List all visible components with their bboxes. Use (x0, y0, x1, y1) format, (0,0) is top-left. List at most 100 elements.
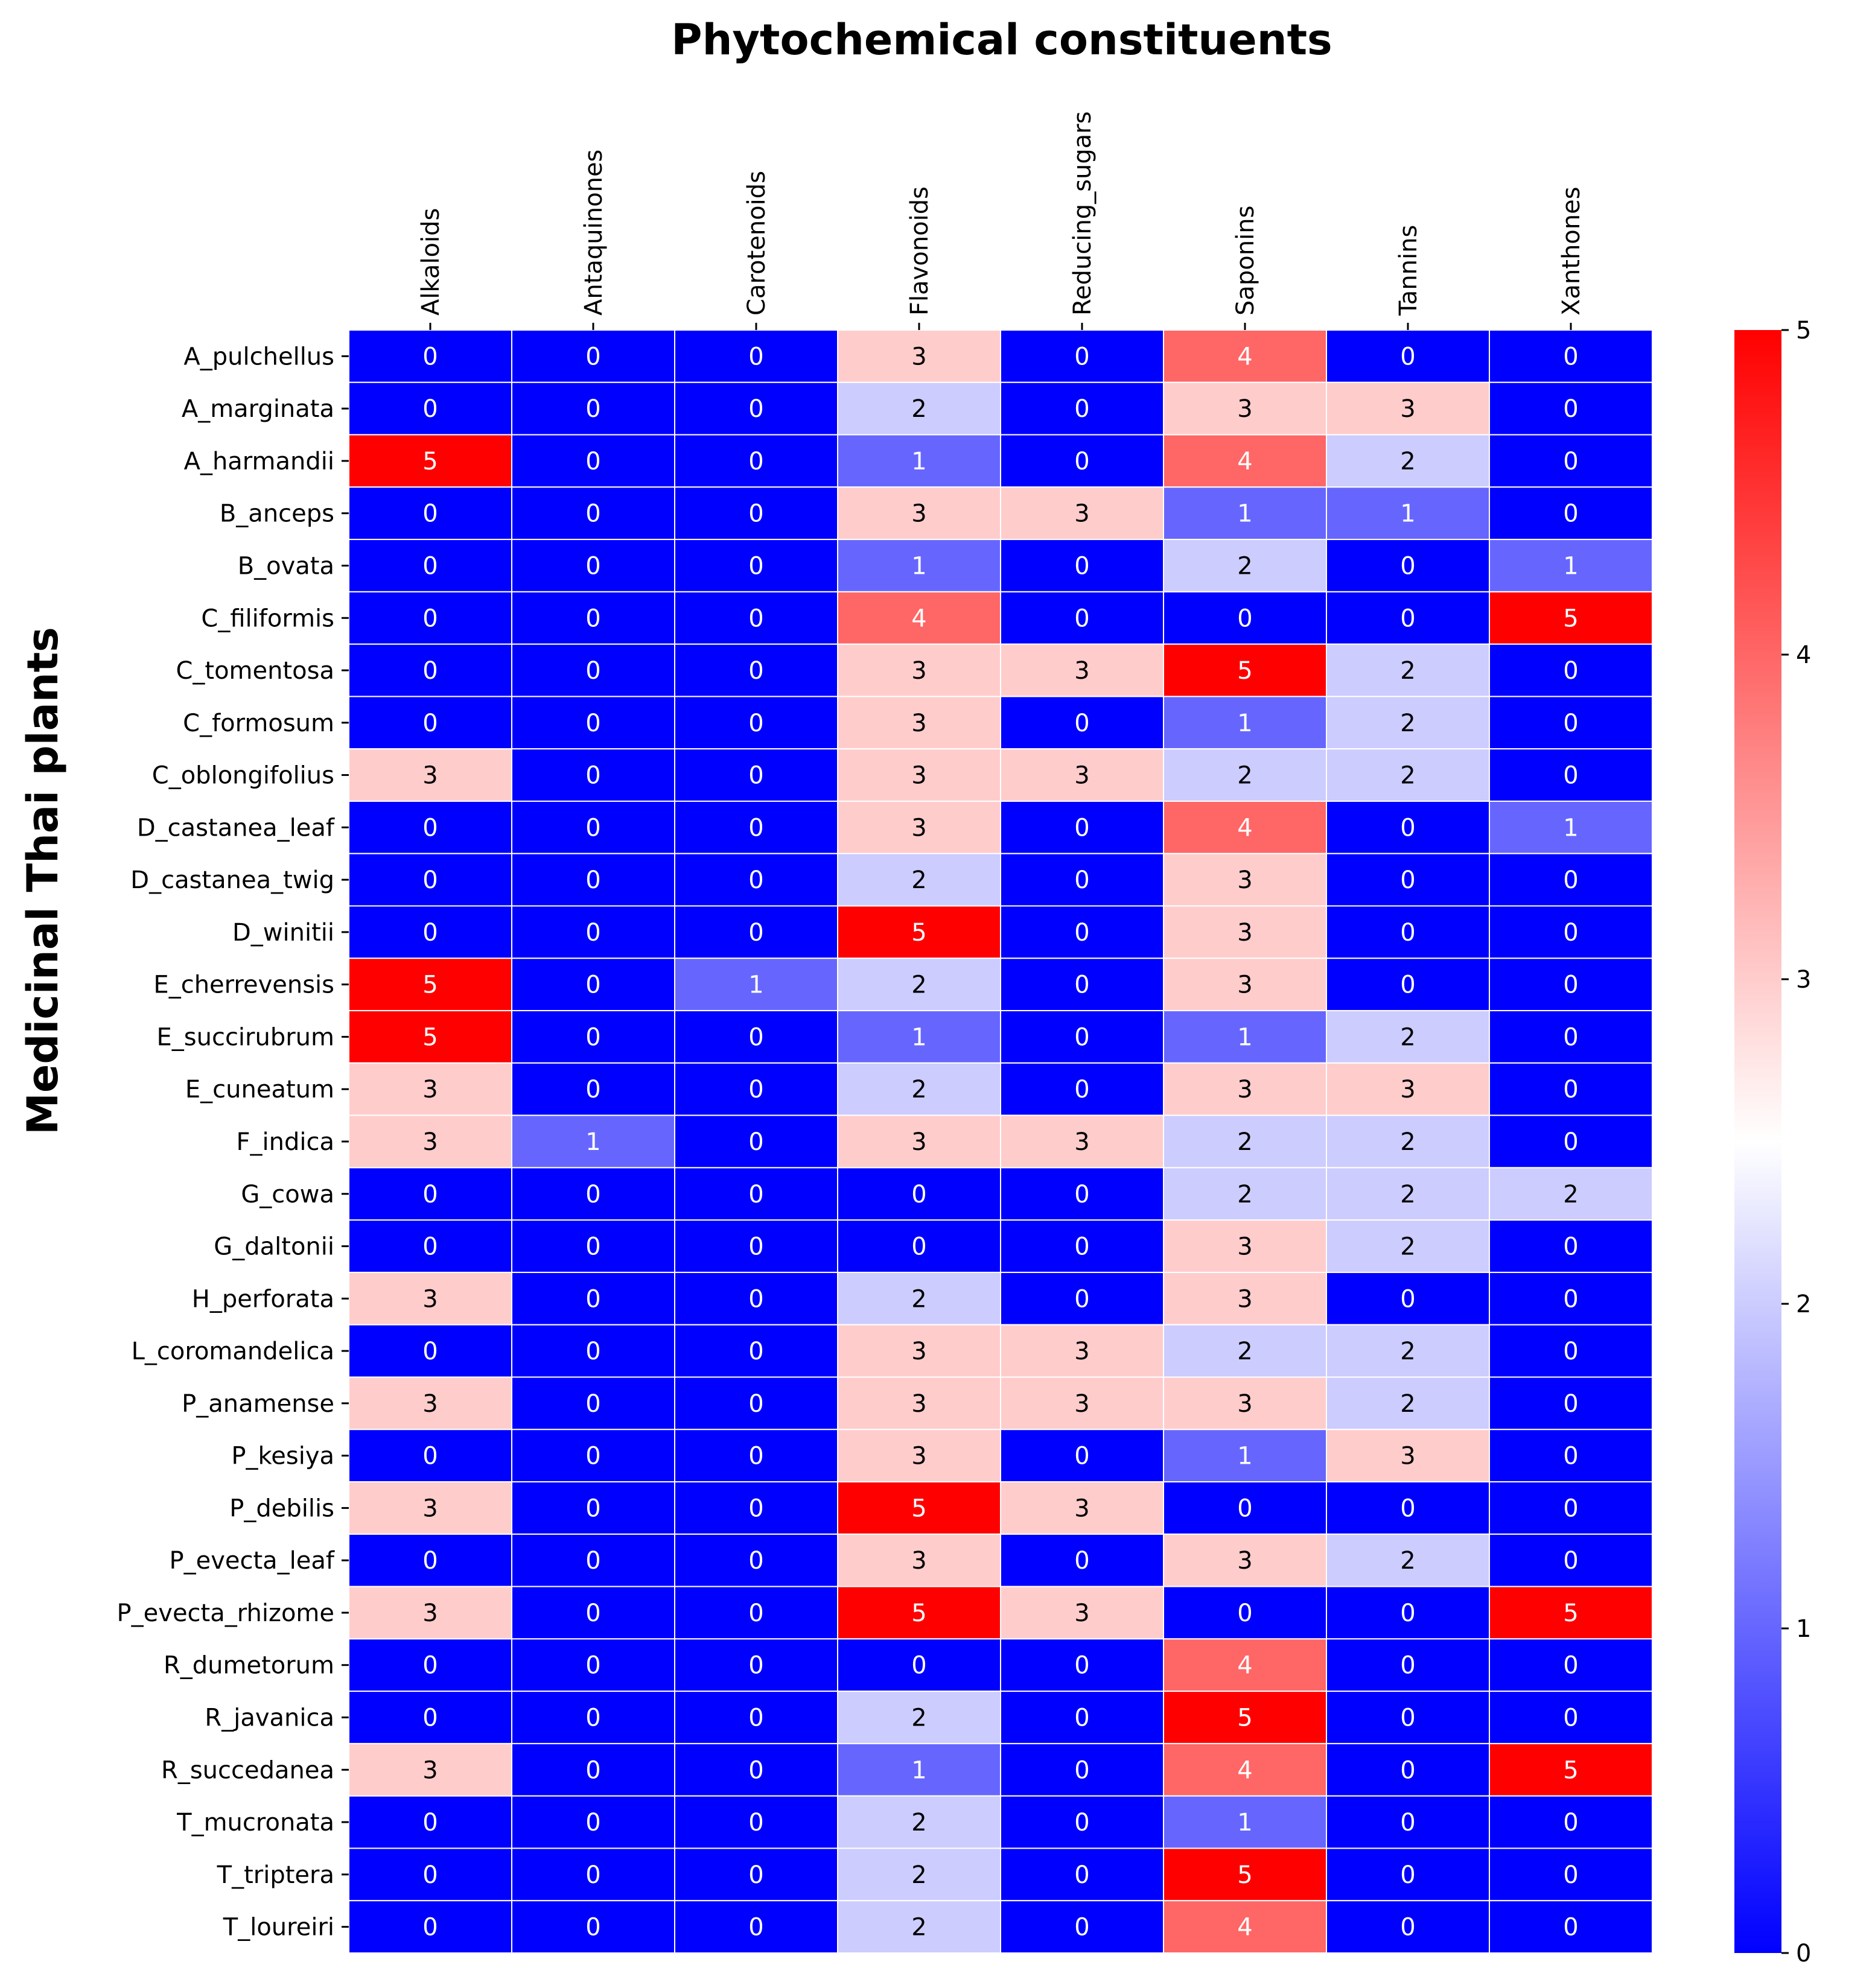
cell-value-label: 0 (422, 1338, 438, 1365)
row-tick-label: R_javanica (205, 1704, 334, 1732)
row-tick-label: F_indica (237, 1128, 334, 1156)
cell-value-label: 0 (1563, 1861, 1578, 1889)
heatmap-cell (511, 1376, 675, 1431)
cell-value-label: 3 (1074, 762, 1089, 790)
heatmap-cell (1326, 539, 1490, 592)
row-tick-label: D_castanea_twig (130, 866, 334, 894)
heatmap-cell (1163, 434, 1327, 488)
heatmap-cell (674, 1219, 838, 1273)
cell-value-label: 3 (911, 762, 926, 790)
cell-value-label: 0 (1563, 1128, 1578, 1156)
cell-value-label: 0 (1237, 1494, 1252, 1522)
heatmap-cell (348, 1586, 512, 1640)
cell-value-label: 1 (1237, 1809, 1252, 1837)
cell-value-label: 0 (422, 1233, 438, 1261)
cell-value-label: 3 (1074, 1128, 1089, 1156)
cell-value-label: 4 (1237, 1756, 1252, 1784)
heatmap-cell (1489, 1167, 1653, 1221)
heatmap-cell (511, 1324, 675, 1378)
heatmap-cell (1163, 1900, 1327, 1954)
heatmap-cell (837, 1376, 1001, 1431)
heatmap-cell (511, 1167, 675, 1221)
cell-value-label: 3 (1400, 1443, 1415, 1470)
column-tick-label: Saponins (1232, 206, 1259, 316)
heatmap-cell (1000, 1742, 1164, 1797)
cell-value-label: 0 (748, 1181, 763, 1208)
cell-value-label: 2 (1400, 657, 1415, 685)
cell-value-label: 2 (1237, 1338, 1252, 1365)
heatmap-cell (1489, 643, 1653, 697)
cell-value-label: 0 (1563, 1076, 1578, 1104)
cell-value-label: 3 (911, 1443, 926, 1470)
heatmap-cell (1489, 1900, 1653, 1954)
heatmap-cell (1489, 1114, 1653, 1169)
cell-value-label: 0 (748, 552, 763, 580)
cell-value-label: 1 (1237, 500, 1252, 528)
heatmap-cell (1163, 1638, 1327, 1692)
cell-value-label: 0 (585, 1704, 600, 1732)
cell-value-label: 0 (748, 605, 763, 632)
heatmap-cell (511, 853, 675, 907)
heatmap-cell (1000, 748, 1164, 802)
heatmap-cell (511, 434, 675, 488)
heatmap-cell (511, 1114, 675, 1169)
heatmap-cell (348, 1481, 512, 1535)
cell-value-label: 0 (1563, 1390, 1578, 1418)
heatmap-cell (1163, 1376, 1327, 1431)
heatmap-cell (1163, 1167, 1327, 1221)
row-tick-label: A_harmandii (184, 448, 334, 475)
cell-value-label: 2 (911, 866, 926, 894)
heatmap-cell (1163, 1691, 1327, 1744)
cell-value-label: 0 (748, 1547, 763, 1575)
heatmap-cell (1000, 800, 1164, 854)
row-tick-label: P_kesiya (231, 1443, 334, 1470)
cell-value-label: 2 (911, 1076, 926, 1104)
cell-value-label: 0 (1074, 919, 1089, 947)
cell-value-label: 3 (911, 343, 926, 370)
cell-value-label: 3 (1074, 1494, 1089, 1522)
heatmap-cell (674, 1271, 838, 1326)
heatmap-cell (1326, 591, 1490, 645)
cell-value-label: 3 (422, 1076, 438, 1104)
heatmap-cell (1163, 329, 1327, 383)
cell-value-label: 0 (422, 814, 438, 842)
heatmap-cell (674, 434, 838, 488)
row-tick-label: T_triptera (217, 1861, 334, 1889)
heatmap-cell (348, 1114, 512, 1169)
colorbar-tick-label: 3 (1796, 966, 1811, 994)
heatmap-cell (837, 957, 1001, 1012)
heatmap-cell (1000, 539, 1164, 592)
heatmap-cell (1000, 853, 1164, 907)
cell-value-label: 0 (1400, 866, 1415, 894)
heatmap-cell (674, 1691, 838, 1744)
heatmap-cell (1000, 486, 1164, 541)
heatmap-cell (674, 1742, 838, 1797)
heatmap-cell (837, 381, 1001, 436)
cell-value-label: 0 (1563, 1338, 1578, 1365)
cell-value-label: 0 (748, 1076, 763, 1104)
heatmap-cell (837, 1429, 1001, 1483)
cell-value-label: 3 (1237, 919, 1252, 947)
column-tick-label: Carotenoids (743, 171, 771, 316)
cell-value-label: 0 (422, 1809, 438, 1837)
cell-value-label: 0 (422, 1547, 438, 1575)
heatmap-cell (837, 1638, 1001, 1692)
cell-value-label: 1 (911, 1023, 926, 1051)
heatmap-cell (1163, 1742, 1327, 1797)
cell-value-label: 1 (1563, 552, 1578, 580)
row-tick-label: A_marginata (182, 395, 334, 423)
cell-value-label: 0 (1400, 1756, 1415, 1784)
heatmap-cell (1163, 1219, 1327, 1273)
cell-value-label: 3 (1237, 971, 1252, 999)
heatmap-cell (1326, 957, 1490, 1012)
heatmap-cell (348, 1167, 512, 1221)
cell-value-label: 0 (748, 866, 763, 894)
heatmap-cell (1326, 1742, 1490, 1797)
cell-value-label: 0 (1563, 971, 1578, 999)
cell-value-label: 0 (585, 448, 600, 475)
cell-value-label: 2 (1237, 1128, 1252, 1156)
row-tick-label: E_cuneatum (185, 1076, 334, 1104)
cell-value-label: 0 (585, 395, 600, 423)
cell-value-label: 0 (1400, 814, 1415, 842)
cell-value-label: 0 (1074, 448, 1089, 475)
